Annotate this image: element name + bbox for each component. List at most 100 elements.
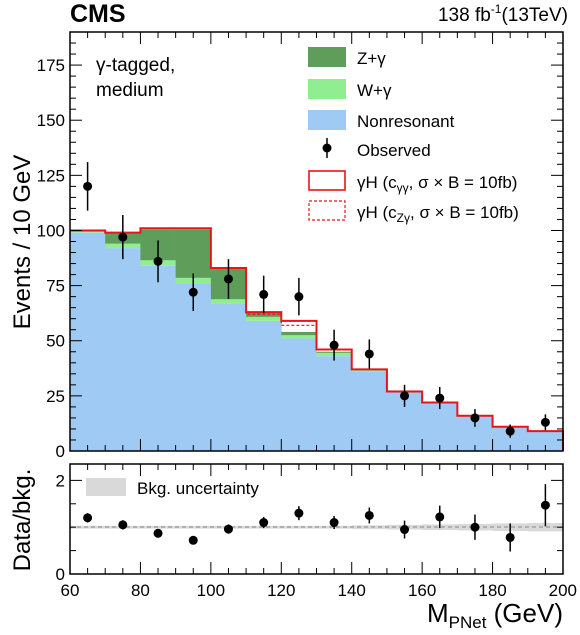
ratio-y-tick-label: 2 bbox=[56, 471, 65, 490]
stacked-histogram bbox=[70, 229, 564, 451]
y-tick-label: 150 bbox=[37, 111, 65, 130]
ratio-point bbox=[188, 535, 198, 545]
y-tick-label: 175 bbox=[37, 56, 65, 75]
observed-point bbox=[153, 256, 163, 266]
y-tick-label: 75 bbox=[46, 277, 65, 296]
ratio-point bbox=[223, 524, 233, 534]
ratio-point bbox=[259, 518, 269, 528]
legend-label-signal-gg: γH (cγγ, σ × B = 10fb) bbox=[357, 173, 517, 195]
legend-label-wgamma: W+γ bbox=[357, 81, 392, 100]
ratio-point bbox=[505, 532, 515, 542]
legend-label-nonres: Nonresonant bbox=[357, 112, 455, 131]
x-tick-label: 180 bbox=[478, 581, 506, 600]
bar-nonresonant bbox=[246, 320, 282, 451]
ratio-point bbox=[540, 500, 550, 510]
ratio-points bbox=[83, 484, 550, 552]
bar-nonresonant bbox=[527, 431, 564, 451]
x-tick-label: 160 bbox=[408, 581, 436, 600]
uncertainty-band-bin bbox=[527, 522, 564, 532]
observed-points bbox=[83, 162, 550, 438]
category-line-2: medium bbox=[96, 80, 164, 101]
upper-ticks: 0 25 50 75 100 125 150 175 bbox=[37, 32, 564, 461]
legend-swatch-bkg-unc bbox=[86, 478, 126, 496]
lower-ticks: 0 2 60 80 100 120 140 160 180 200 bbox=[56, 464, 577, 600]
y-tick-label: 0 bbox=[56, 442, 65, 461]
bar-nonresonant bbox=[105, 248, 141, 451]
ratio-y-tick-label: 0 bbox=[56, 565, 65, 584]
uncertainty-band-bin bbox=[281, 525, 317, 529]
legend-swatch-signal-zg bbox=[308, 200, 346, 221]
y-tick-label: 25 bbox=[46, 387, 65, 406]
legend-label-signal-zg: γH (cZγ, σ × B = 10fb) bbox=[357, 203, 519, 225]
bar-w bbox=[70, 230, 106, 233]
observed-point bbox=[329, 340, 339, 350]
observed-point bbox=[400, 391, 410, 401]
observed-point bbox=[223, 274, 233, 284]
bar-nonresonant bbox=[175, 283, 212, 451]
bar-nonresonant bbox=[70, 232, 106, 451]
luminosity-label: 138 fb-1(13TeV) bbox=[438, 2, 568, 26]
legend-swatch-signal-gg bbox=[308, 170, 346, 191]
x-tick-label: 60 bbox=[61, 581, 80, 600]
x-tick-label: 140 bbox=[338, 581, 366, 600]
x-tick-label: 80 bbox=[131, 581, 150, 600]
legend-label-observed: Observed bbox=[357, 141, 431, 160]
bar-w bbox=[246, 316, 282, 321]
x-tick-label: 200 bbox=[549, 581, 577, 600]
observed-point bbox=[259, 289, 269, 299]
ratio-point bbox=[435, 512, 445, 522]
observed-point bbox=[118, 232, 128, 242]
legend-swatch-zgamma bbox=[308, 47, 346, 67]
observed-point bbox=[364, 349, 374, 359]
legend-swatch-wgamma bbox=[308, 79, 346, 99]
observed-point bbox=[294, 292, 304, 302]
observed-point bbox=[470, 413, 480, 423]
x-tick-label: 100 bbox=[197, 581, 225, 600]
y-tick-label: 100 bbox=[37, 221, 65, 240]
ratio-point bbox=[470, 522, 480, 532]
bar-nonresonant bbox=[140, 265, 176, 451]
bar-nonresonant bbox=[281, 338, 317, 451]
ratio-axis-title: Data/bkg. bbox=[9, 469, 36, 572]
ratio-point bbox=[118, 520, 128, 530]
ratio-point bbox=[364, 510, 374, 520]
ratio-point bbox=[153, 528, 163, 538]
bar-z bbox=[175, 229, 212, 278]
bar-nonresonant bbox=[210, 303, 247, 451]
legend-obs-marker bbox=[322, 143, 332, 153]
legend: Z+γ W+γ Nonresonant Observed γH (cγγ, σ … bbox=[308, 47, 519, 225]
observed-point bbox=[83, 181, 93, 191]
bar-nonresonant bbox=[422, 402, 458, 451]
y-tick-label: 50 bbox=[46, 332, 65, 351]
bar-nonresonant bbox=[351, 371, 388, 451]
uncertainty-band-bin bbox=[140, 525, 176, 529]
observed-point bbox=[435, 393, 445, 403]
ratio-point bbox=[400, 525, 410, 535]
observed-point bbox=[188, 287, 198, 297]
bar-w bbox=[351, 369, 388, 372]
y-axis-title: Events / 10 GeV bbox=[9, 155, 36, 330]
category-line-1: γ-tagged, bbox=[96, 55, 175, 76]
lumi-main: 138 fb bbox=[438, 5, 491, 26]
legend-label-bkg-unc: Bkg. uncertainty bbox=[137, 479, 259, 498]
uncertainty-band-bin bbox=[175, 525, 212, 529]
bar-nonresonant bbox=[316, 356, 353, 451]
lumi-sup: -1 bbox=[491, 2, 502, 16]
uncertainty-band-bin bbox=[351, 525, 388, 530]
ratio-point bbox=[83, 513, 93, 523]
x-axis-title: MPNet (GeV) bbox=[427, 598, 563, 632]
legend-swatch-nonres bbox=[308, 110, 346, 130]
observed-point bbox=[505, 426, 515, 436]
lumi-energy: (13TeV) bbox=[501, 5, 568, 26]
experiment-label: CMS bbox=[70, 0, 126, 28]
x-tick-label: 120 bbox=[267, 581, 295, 600]
bar-w bbox=[210, 299, 247, 304]
bar-w bbox=[281, 335, 317, 339]
bar-z bbox=[281, 331, 317, 336]
ratio-point bbox=[329, 518, 339, 528]
ratio-point bbox=[294, 508, 304, 518]
legend-label-zgamma: Z+γ bbox=[357, 49, 386, 68]
observed-point bbox=[540, 417, 550, 427]
y-tick-label: 125 bbox=[37, 166, 65, 185]
